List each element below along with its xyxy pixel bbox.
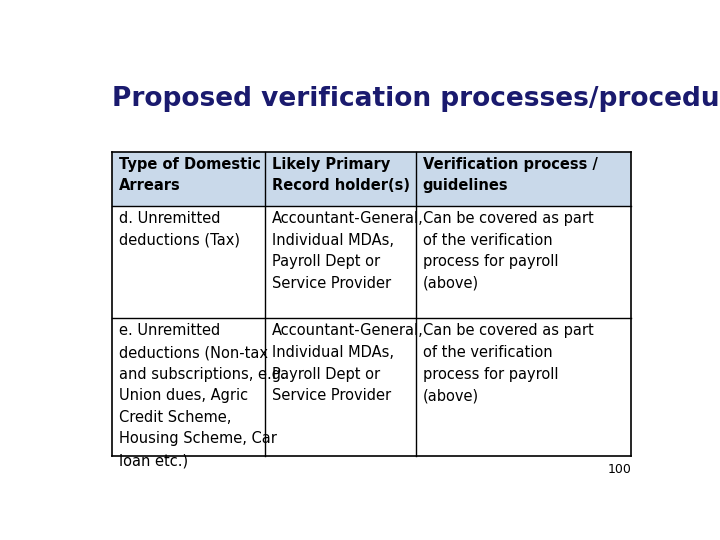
Text: Proposed verification processes/procedures: Proposed verification processes/procedur… <box>112 85 720 112</box>
Text: Likely Primary
Record holder(s): Likely Primary Record holder(s) <box>272 157 410 193</box>
Text: Can be covered as part
of the verification
process for payroll
(above): Can be covered as part of the verificati… <box>423 323 593 403</box>
Text: 100: 100 <box>608 463 631 476</box>
Text: Type of Domestic
Arrears: Type of Domestic Arrears <box>119 157 261 193</box>
Text: Verification process /
guidelines: Verification process / guidelines <box>423 157 598 193</box>
Text: e. Unremitted
deductions (Non-tax
and subscriptions, e.g.
Union dues, Agric
Cred: e. Unremitted deductions (Non-tax and su… <box>119 323 286 468</box>
Text: d. Unremitted
deductions (Tax): d. Unremitted deductions (Tax) <box>119 211 240 248</box>
Text: Accountant-General,
Individual MDAs,
Payroll Dept or
Service Provider: Accountant-General, Individual MDAs, Pay… <box>272 323 424 403</box>
Text: Can be covered as part
of the verification
process for payroll
(above): Can be covered as part of the verificati… <box>423 211 593 291</box>
Text: Accountant-General,
Individual MDAs,
Payroll Dept or
Service Provider: Accountant-General, Individual MDAs, Pay… <box>272 211 424 291</box>
